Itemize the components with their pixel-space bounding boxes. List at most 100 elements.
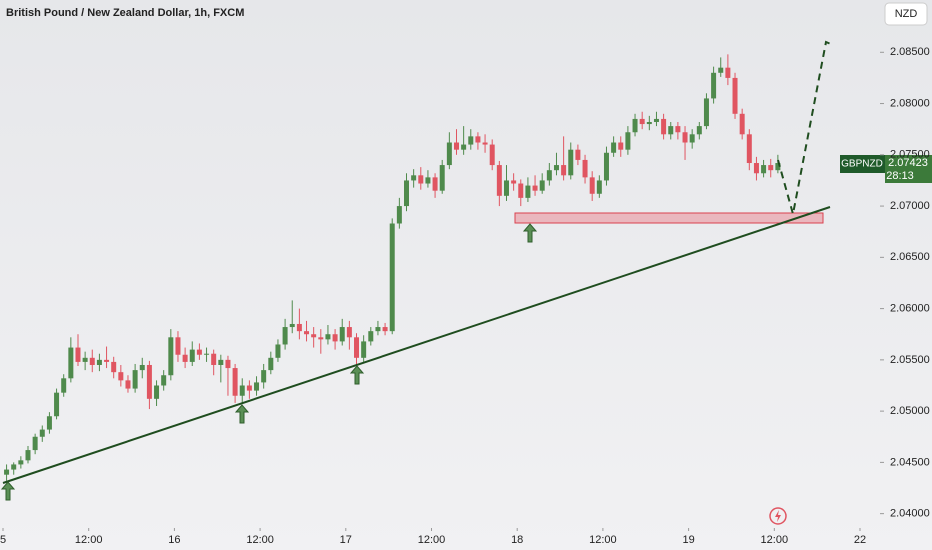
- x-tick-label: 12:00: [418, 534, 446, 546]
- candle-body: [753, 163, 759, 174]
- candle-body: [511, 180, 517, 184]
- candle-body: [732, 77, 738, 114]
- candle-body: [632, 118, 638, 133]
- candle-body: [268, 357, 274, 371]
- candle-body: [175, 337, 181, 355]
- candle-body: [746, 134, 752, 164]
- candle-body: [354, 337, 360, 358]
- x-tick-label: 5: [0, 534, 6, 546]
- candle-body: [168, 337, 174, 376]
- candle-body: [618, 142, 624, 150]
- x-tick-label: 16: [168, 534, 180, 546]
- candle-body: [4, 469, 10, 475]
- candle-body: [375, 327, 381, 332]
- candle-body: [339, 327, 345, 342]
- candle-body: [61, 378, 67, 393]
- candle-body: [582, 159, 588, 178]
- candle-body: [318, 337, 324, 340]
- candle-body: [311, 334, 317, 338]
- candle-body: [396, 206, 402, 224]
- candle-body: [161, 375, 167, 386]
- y-tick-label: 2.04500: [890, 456, 930, 468]
- candle-body: [646, 122, 652, 125]
- candle-body: [296, 323, 302, 332]
- y-tick-label: 2.04000: [890, 508, 930, 520]
- x-tick-label: 12:00: [761, 534, 789, 546]
- candle-body: [446, 142, 452, 166]
- candle-body: [575, 149, 581, 160]
- y-tick-label: 2.08500: [890, 46, 930, 58]
- candle-body: [739, 113, 745, 135]
- y-tick-label: 2.07000: [890, 200, 930, 212]
- support-zone: [514, 212, 824, 224]
- candle-body: [553, 165, 559, 171]
- candle-body: [525, 185, 531, 198]
- candle-body: [368, 331, 374, 342]
- candle-body: [82, 357, 88, 362]
- candle-body: [539, 180, 545, 191]
- candle-body: [89, 357, 95, 365]
- candle-body: [625, 132, 631, 150]
- candle-body: [518, 183, 524, 198]
- last-price: 2.07423: [888, 157, 928, 169]
- candle-body: [453, 142, 459, 150]
- candle-body: [561, 165, 567, 176]
- candle-body: [411, 175, 417, 181]
- candle-body: [503, 180, 509, 196]
- candle-body: [346, 327, 352, 338]
- candle-body: [768, 165, 774, 171]
- y-tick-label: 2.06500: [890, 251, 930, 263]
- candle-body: [532, 185, 538, 191]
- candle-body: [111, 361, 117, 373]
- candle-body: [689, 134, 695, 143]
- arrow: [0, 481, 16, 501]
- candle-body: [482, 142, 488, 145]
- candle-body: [11, 464, 17, 470]
- candle-body: [389, 223, 395, 332]
- candle-body: [668, 126, 674, 135]
- y-tick-label: 2.07500: [890, 149, 930, 161]
- x-tick-label: 17: [340, 534, 352, 546]
- candle-body: [132, 370, 138, 389]
- candle-body: [182, 354, 188, 362]
- candle-body: [246, 385, 252, 391]
- candle-body: [675, 126, 681, 133]
- candle-body: [475, 136, 481, 143]
- x-tick-label: 22: [854, 534, 866, 546]
- candle-body: [304, 331, 310, 335]
- candle-body: [468, 136, 474, 145]
- candle-body: [325, 334, 331, 340]
- currency-button[interactable]: [884, 2, 928, 26]
- candle-body: [139, 364, 145, 371]
- symbol-label: GBPNZD: [841, 159, 883, 170]
- candle-body: [104, 359, 110, 362]
- candle-body: [282, 327, 288, 345]
- candle-body: [639, 118, 645, 125]
- symbol-badge: [840, 155, 885, 173]
- candle-body: [696, 126, 702, 135]
- candle-body: [703, 98, 709, 127]
- candle-body: [761, 165, 767, 174]
- candle-body: [154, 385, 160, 399]
- candle-body: [96, 359, 102, 365]
- candle-body: [546, 170, 552, 181]
- candle-body: [232, 368, 238, 396]
- candle-body: [46, 416, 52, 430]
- event-icon[interactable]: [769, 507, 787, 525]
- candle-body: [725, 67, 731, 78]
- candle-body: [275, 344, 281, 358]
- candle-body: [18, 460, 24, 465]
- candle-body: [439, 165, 445, 191]
- candle-body: [425, 177, 431, 184]
- x-tick-label: 12:00: [589, 534, 617, 546]
- candle-body: [418, 175, 424, 184]
- candle-body: [146, 364, 152, 399]
- drawings: [0, 40, 834, 525]
- candle-body: [125, 380, 131, 389]
- y-tick-label: 2.05500: [890, 354, 930, 366]
- trend-line: [2, 206, 831, 484]
- candle-body: [289, 323, 295, 328]
- candle-body: [661, 118, 667, 135]
- candle-body: [361, 341, 367, 358]
